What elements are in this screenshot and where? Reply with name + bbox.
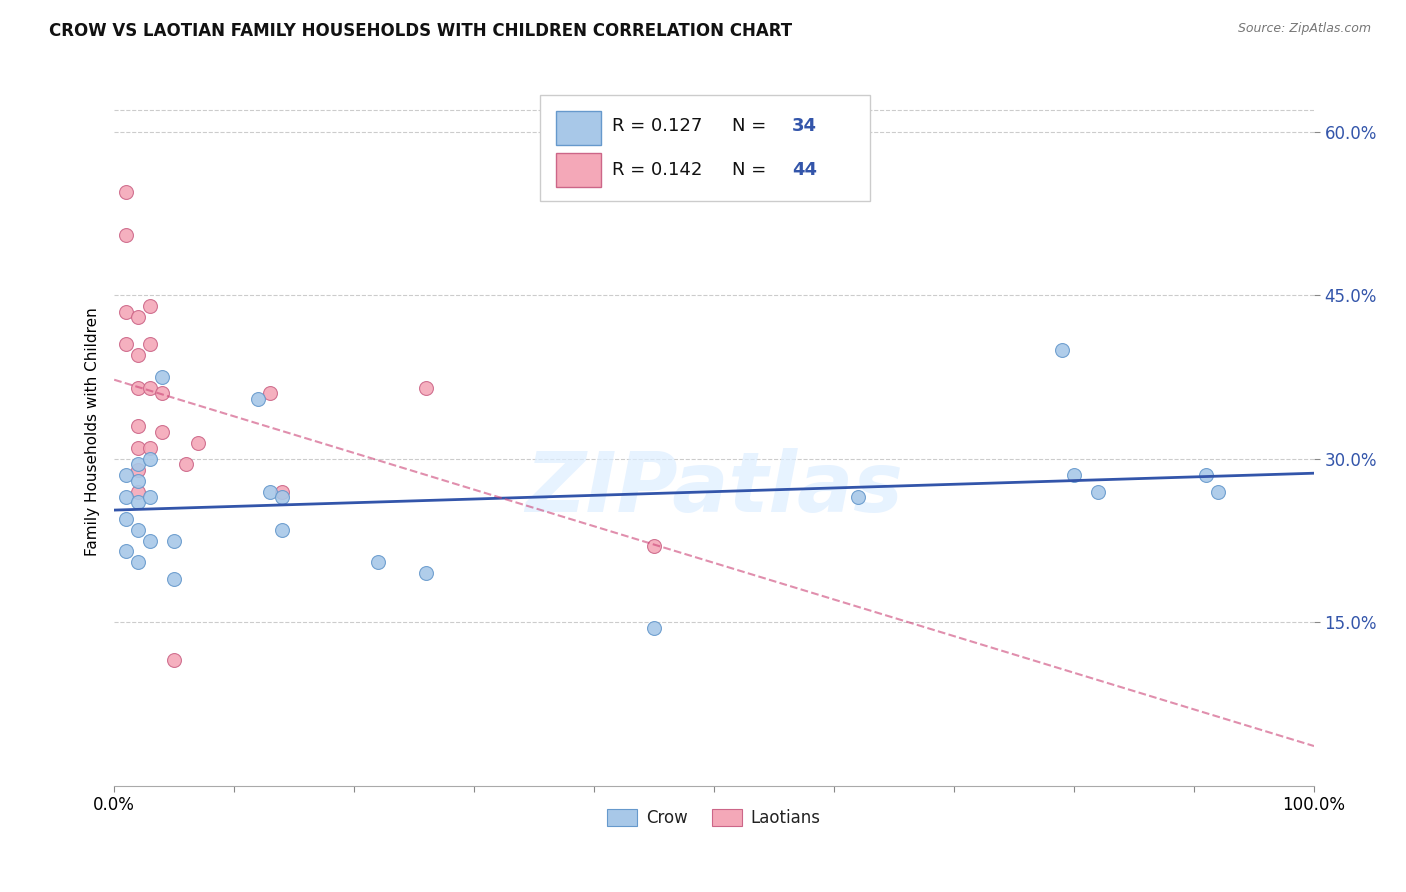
Point (115, 490, 138, 504)
Text: 44: 44 (792, 161, 817, 178)
Point (127, 495, 149, 509)
Point (247, 392, 270, 406)
Point (259, 484, 281, 499)
Point (259, 386, 281, 401)
Point (127, 419, 149, 434)
Point (150, 425, 173, 439)
Point (271, 523, 294, 537)
Point (163, 572, 186, 586)
Point (174, 458, 197, 472)
Point (1063, 468, 1085, 483)
Point (115, 468, 138, 483)
Point (115, 304, 138, 318)
Point (115, 544, 138, 558)
Point (415, 381, 437, 395)
Point (150, 370, 173, 384)
Point (139, 490, 162, 504)
Text: R = 0.142: R = 0.142 (612, 161, 703, 178)
Point (415, 566, 437, 581)
Text: CROW VS LAOTIAN FAMILY HOUSEHOLDS WITH CHILDREN CORRELATION CHART: CROW VS LAOTIAN FAMILY HOUSEHOLDS WITH C… (49, 22, 793, 40)
Point (115, 512, 138, 526)
Text: Source: ZipAtlas.com: Source: ZipAtlas.com (1237, 22, 1371, 36)
Point (139, 533, 162, 548)
Point (643, 621, 665, 635)
Point (163, 533, 186, 548)
Point (367, 555, 389, 569)
Point (127, 523, 149, 537)
Point (127, 555, 149, 569)
Text: N =: N = (733, 161, 772, 178)
Point (139, 451, 162, 466)
Point (127, 381, 149, 395)
Text: ZIPatlas: ZIPatlas (526, 448, 903, 529)
FancyBboxPatch shape (540, 95, 870, 202)
Point (1206, 484, 1229, 499)
Text: N =: N = (733, 117, 772, 135)
Point (115, 228, 138, 243)
Point (139, 337, 162, 351)
Point (127, 463, 149, 477)
Point (1050, 343, 1073, 357)
Text: R = 0.127: R = 0.127 (612, 117, 703, 135)
Point (643, 539, 665, 553)
Point (127, 474, 149, 488)
Text: 34: 34 (792, 117, 817, 135)
Point (139, 441, 162, 455)
Point (115, 185, 138, 199)
Point (271, 490, 294, 504)
Point (150, 386, 173, 401)
Point (127, 484, 149, 499)
Point (187, 435, 209, 450)
Point (139, 381, 162, 395)
Point (271, 484, 294, 499)
Point (1195, 468, 1218, 483)
Point (127, 310, 149, 325)
Point (1087, 484, 1109, 499)
Legend: Crow, Laotians: Crow, Laotians (600, 803, 828, 834)
Point (846, 490, 869, 504)
Point (163, 653, 186, 667)
Point (127, 348, 149, 362)
Y-axis label: Family Households with Children: Family Households with Children (86, 307, 100, 556)
Point (115, 337, 138, 351)
Point (127, 458, 149, 472)
FancyBboxPatch shape (555, 111, 602, 145)
FancyBboxPatch shape (555, 153, 602, 187)
Point (139, 299, 162, 313)
Point (127, 441, 149, 455)
